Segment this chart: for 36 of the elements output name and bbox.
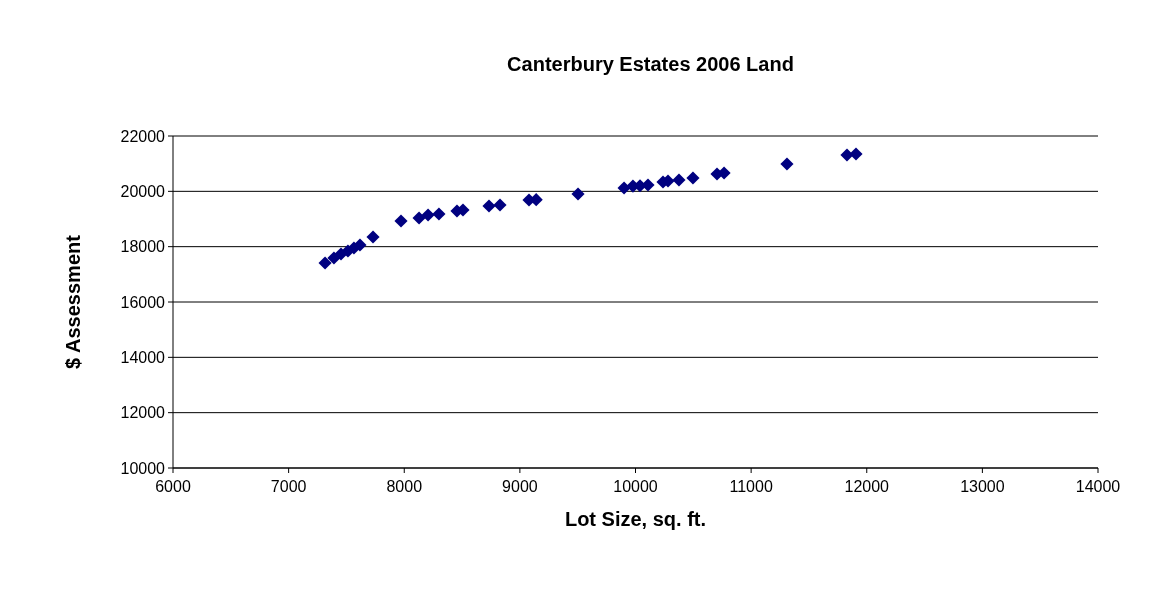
y-tick-label: 18000 [120, 238, 166, 256]
x-tick-label: 7000 [270, 478, 307, 495]
point [641, 178, 655, 192]
y-axis-title: $ Assessment [62, 234, 84, 369]
point [318, 256, 332, 270]
x-tick-label: 10000 [613, 478, 658, 495]
x-tick-label: 11000 [729, 478, 773, 495]
x-tick-label: 8000 [386, 478, 423, 495]
point [394, 214, 408, 228]
x-tick-label: 14000 [1075, 478, 1121, 495]
x-tick-label: 9000 [502, 478, 538, 495]
y-tick-label: 20000 [120, 182, 166, 200]
x-tick-label: 12000 [844, 478, 890, 495]
point [432, 207, 446, 221]
y-tick-label: 22000 [120, 127, 166, 145]
point [849, 147, 863, 161]
y-tick-label: 16000 [120, 293, 166, 311]
x-axis-title: Lot Size, sq. ft. [564, 508, 707, 530]
point [353, 238, 367, 252]
x-tick-label: 6000 [155, 478, 191, 495]
point [672, 173, 686, 187]
point [617, 181, 631, 195]
y-tick-label: 14000 [120, 348, 166, 366]
x-tick-label: 13000 [960, 478, 1005, 495]
point [366, 230, 380, 244]
point [493, 198, 507, 212]
chart-title: Canterbury Estates 2006 Land [507, 53, 794, 75]
point [780, 157, 794, 171]
point [412, 211, 426, 225]
y-tick-label: 12000 [120, 404, 166, 422]
y-tick-label: 10000 [120, 459, 166, 477]
point [482, 199, 496, 213]
point [686, 171, 700, 185]
point [840, 148, 854, 162]
point [421, 208, 435, 222]
point [571, 187, 585, 201]
